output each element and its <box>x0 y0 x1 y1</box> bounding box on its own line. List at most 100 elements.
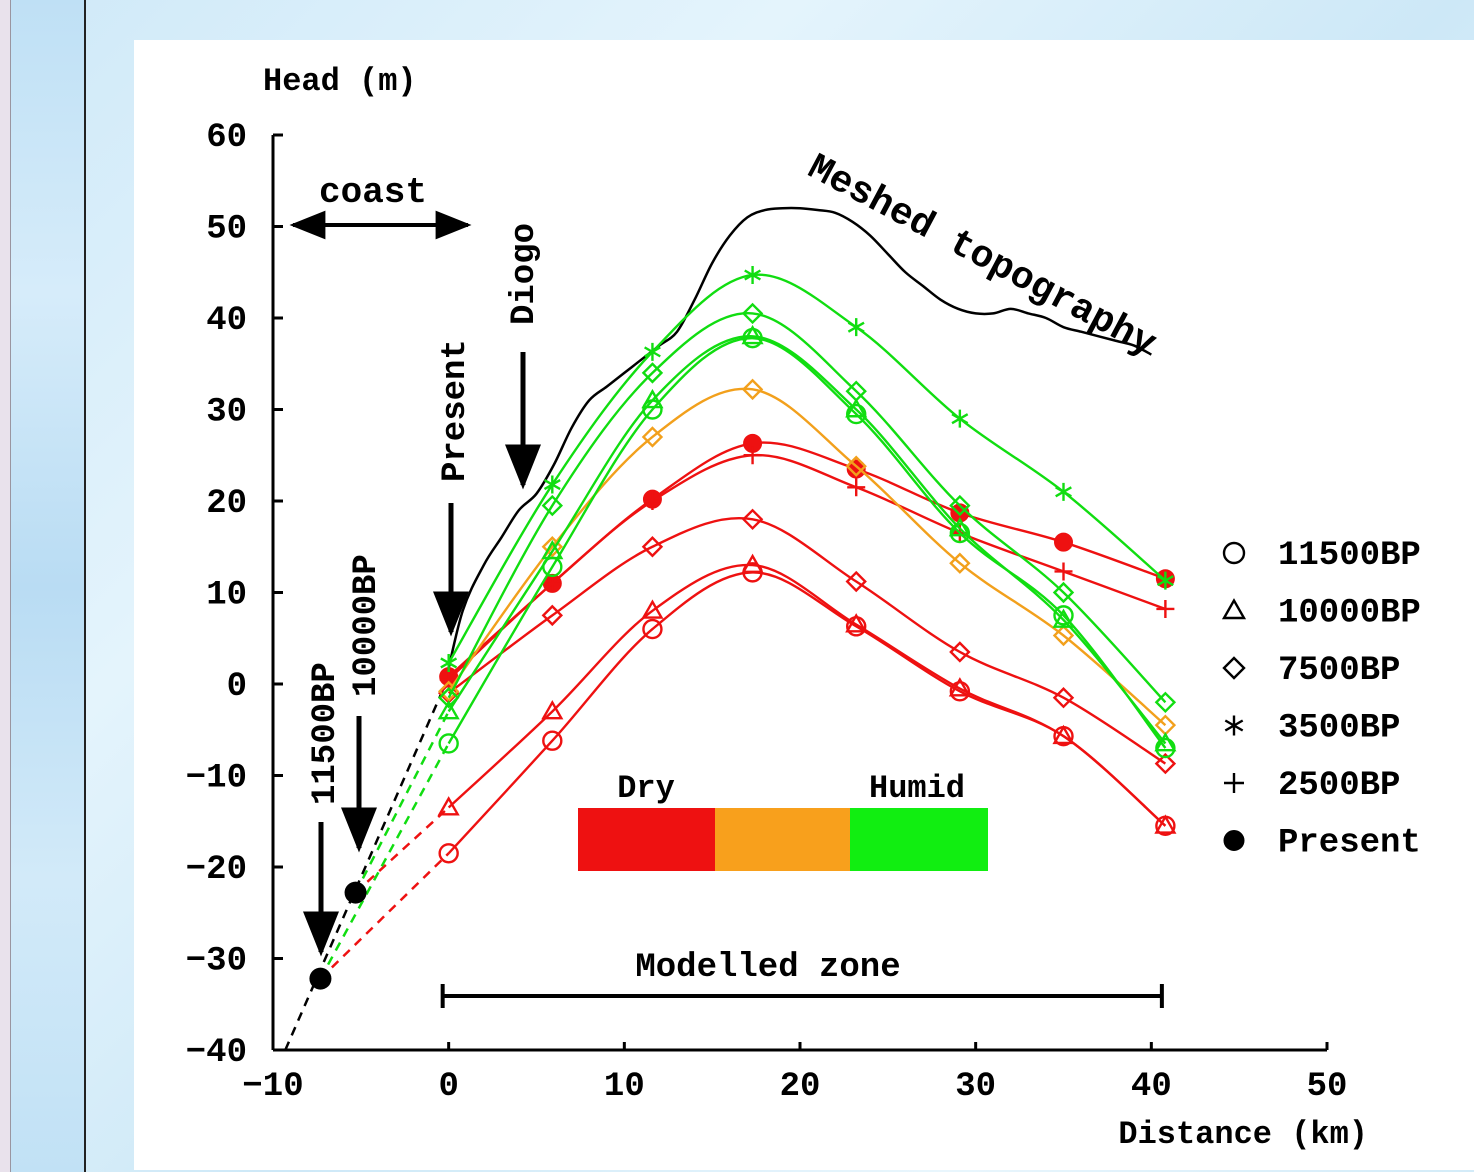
marker-filled-circle <box>846 459 866 479</box>
legend-label: Present <box>1278 825 1421 863</box>
marker-diamond <box>949 641 971 663</box>
marker-triangle <box>641 599 664 619</box>
extrapolation-lines <box>284 676 450 1051</box>
y-tick-label: −40 <box>186 1034 247 1072</box>
paleo-coast-point <box>344 881 367 904</box>
marker-triangle <box>1052 724 1075 745</box>
marker-diamond <box>541 494 564 517</box>
paleo-coast-point <box>309 967 332 990</box>
marker-triangle <box>1052 608 1075 628</box>
diogo-label: Diogo <box>506 223 544 325</box>
legend-item: 7500BP <box>1222 652 1400 690</box>
marker-diamond <box>845 570 867 593</box>
y-tick-label: 60 <box>206 119 247 157</box>
x-tick-label: 50 <box>1307 1068 1348 1106</box>
marker-diamond <box>1154 691 1177 713</box>
topography-path <box>443 206 1152 685</box>
y-tick-label: 30 <box>206 394 247 432</box>
x-tick-label: 30 <box>955 1068 996 1106</box>
legend-item: 11500BP <box>1222 537 1421 575</box>
marker-diamond <box>1222 656 1246 680</box>
annotations: Head (m) Distance (km) coast Present Dio… <box>263 63 1368 1153</box>
marker-asterisk <box>543 475 561 494</box>
marker-asterisk <box>440 653 458 672</box>
left-decorative-band <box>11 0 86 1172</box>
legend-label: 3500BP <box>1278 710 1400 748</box>
left-edge-strip <box>0 0 11 1172</box>
series-line <box>447 453 1166 681</box>
x-tick-label: 10 <box>604 1068 645 1106</box>
marker-plus <box>543 574 562 593</box>
marker-triangle <box>741 553 764 573</box>
modelled-zone-label: Modelled zone <box>635 949 900 987</box>
label-11500bp: 11500BP <box>307 662 345 805</box>
marker-plus <box>439 670 458 689</box>
climate-mid-segment <box>715 808 850 871</box>
marker-circle <box>949 681 971 702</box>
y-tick-label: 0 <box>227 668 247 706</box>
marker-circle <box>438 843 459 864</box>
climate-humid-label: Humid <box>869 770 965 807</box>
marker-diamond <box>949 494 971 517</box>
y-tick-label: 20 <box>206 485 247 523</box>
marker-circle <box>1053 605 1074 626</box>
y-tick-label: −30 <box>186 943 247 981</box>
marker-circle <box>642 618 663 640</box>
legend-item: 2500BP <box>1224 767 1400 805</box>
series <box>439 446 1175 689</box>
marker-triangle <box>1154 814 1177 834</box>
marker-diamond <box>741 508 764 530</box>
series <box>437 324 1177 752</box>
marker-filled-circle <box>1054 532 1073 552</box>
marker-triangle <box>948 677 971 697</box>
legend-label: 7500BP <box>1278 652 1400 690</box>
marker-triangle <box>845 613 868 633</box>
x-tick-label: 40 <box>1131 1068 1172 1106</box>
series <box>437 302 1177 713</box>
marker-triangle <box>845 398 868 418</box>
legend: 11500BP 10000BP 7500BP 3500BP 2500BP Present <box>1221 537 1421 863</box>
marker-plus <box>1156 599 1175 618</box>
marker-asterisk <box>644 342 661 361</box>
modelled-zone-bar <box>440 984 1164 1008</box>
y-axis-label: Head (m) <box>263 63 417 100</box>
marker-diamond <box>641 426 664 448</box>
x-axis-label: Distance (km) <box>1118 1116 1368 1153</box>
marker-asterisk <box>744 265 761 284</box>
marker-diamond <box>541 604 564 627</box>
x-tick-label: 0 <box>438 1068 458 1106</box>
axes: −10 0 10 20 30 40 50 −40 −30 −20 −10 0 10 20 30 40 50 60 <box>186 119 1348 1106</box>
x-tick-label: −10 <box>242 1068 303 1106</box>
marker-diamond <box>641 536 664 558</box>
marker-plus <box>743 446 762 465</box>
marker-plus <box>1054 562 1073 581</box>
topography-line <box>443 206 1152 685</box>
marker-diamond <box>641 362 664 384</box>
marker-diamond <box>1052 687 1075 709</box>
topography-label: Meshed topography <box>800 147 1163 367</box>
y-tick-label: 10 <box>206 577 247 615</box>
series-line <box>447 273 1167 664</box>
legend-label: 11500BP <box>1278 537 1421 575</box>
marker-asterisk <box>951 409 969 428</box>
extrapolation-red <box>319 852 450 980</box>
marker-asterisk <box>847 318 865 337</box>
marker-circle <box>542 730 563 751</box>
marker-triangle <box>741 324 764 345</box>
marker-asterisk <box>1156 571 1174 590</box>
climate-humid-segment <box>850 808 988 871</box>
extrapolation-green <box>354 710 450 894</box>
marker-triangle <box>1154 732 1177 752</box>
marker-circle <box>1222 541 1246 565</box>
legend-item: 10000BP <box>1221 595 1421 633</box>
coast-label: coast <box>319 172 427 213</box>
legend-label: 10000BP <box>1278 595 1421 633</box>
series <box>437 508 1177 775</box>
series-line <box>447 563 1167 827</box>
series-lines <box>437 265 1177 864</box>
extrapolation-red <box>354 806 450 894</box>
marker-triangle <box>437 700 460 720</box>
marker-plus <box>1224 773 1244 793</box>
marker-diamond <box>1052 581 1075 604</box>
series <box>437 553 1177 834</box>
